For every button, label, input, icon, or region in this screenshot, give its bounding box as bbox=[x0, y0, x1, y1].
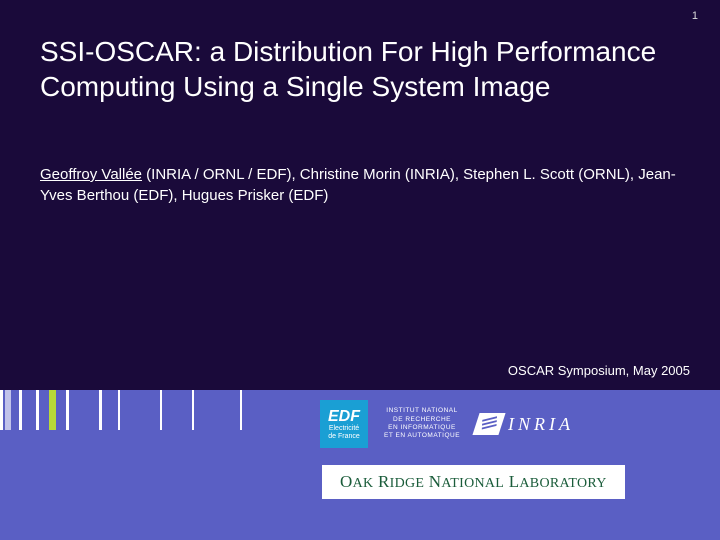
edf-sub1: Electricité bbox=[329, 425, 359, 433]
decorative-stripes bbox=[0, 390, 242, 430]
lead-author: Geoffroy Vallée bbox=[40, 166, 142, 183]
footer-band: EDF Electricité de France INSTITUT NATIO… bbox=[0, 390, 720, 540]
edf-text: EDF bbox=[328, 408, 360, 426]
logo-row: EDF Electricité de France INSTITUT NATIO… bbox=[320, 400, 574, 448]
inria-logo: INRIA bbox=[476, 413, 574, 435]
edf-sub2: de France bbox=[328, 433, 360, 441]
stripe bbox=[49, 390, 56, 430]
stripe bbox=[11, 390, 19, 430]
stripe bbox=[39, 390, 49, 430]
stripe bbox=[69, 390, 99, 430]
stripe bbox=[240, 390, 242, 430]
institut-logo: INSTITUT NATIONAL DE RECHERCHE EN INFORM… bbox=[384, 407, 460, 441]
slide-title: SSI-OSCAR: a Distribution For High Perfo… bbox=[40, 34, 680, 104]
symposium-label: OSCAR Symposium, May 2005 bbox=[508, 363, 690, 378]
inria-swoosh-icon bbox=[472, 413, 505, 435]
title-slide-top: 1 SSI-OSCAR: a Distribution For High Per… bbox=[0, 0, 720, 390]
stripe bbox=[22, 390, 36, 430]
edf-logo: EDF Electricité de France bbox=[320, 400, 368, 448]
stripe bbox=[162, 390, 192, 430]
page-number: 1 bbox=[692, 10, 698, 22]
stripe bbox=[102, 390, 118, 430]
ornl-text: OAK RIDGE NATIONAL LABORATORY bbox=[340, 472, 607, 491]
inria-text: INRIA bbox=[508, 414, 574, 435]
ornl-logo: OAK RIDGE NATIONAL LABORATORY bbox=[322, 465, 625, 499]
stripe bbox=[120, 390, 160, 430]
stripe bbox=[56, 390, 66, 430]
stripe bbox=[194, 390, 240, 430]
authors-line: Geoffroy Vallée (INRIA / ORNL / EDF), Ch… bbox=[40, 164, 680, 206]
